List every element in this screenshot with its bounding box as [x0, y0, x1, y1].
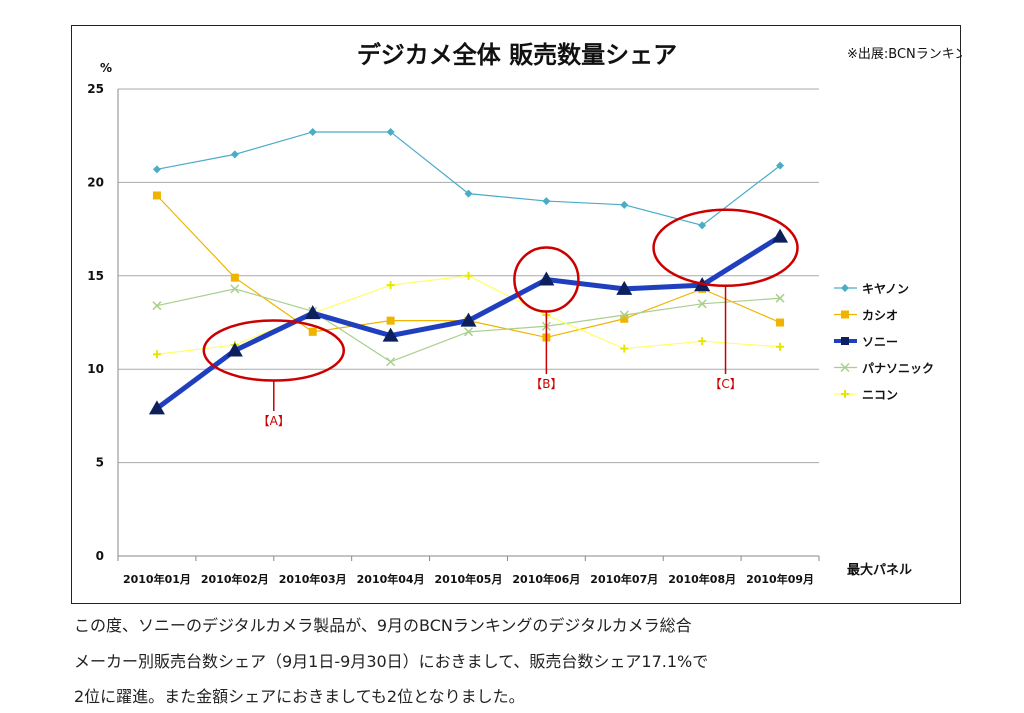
caption-line-2: メーカー別販売台数シェア（9月1日-9月30日）におきまして、販売台数シェア17…	[74, 652, 709, 671]
x-tick-label: 2010年06月	[512, 572, 580, 586]
data-point-4	[620, 344, 629, 353]
data-point-0	[698, 221, 707, 230]
x-tick-label: 2010年04月	[357, 572, 425, 586]
y-tick-label: 10	[87, 362, 104, 376]
data-point-0	[464, 189, 473, 198]
data-point-0	[776, 161, 785, 170]
caption-line-1: この度、ソニーのデジタルカメラ製品が、9月のBCNランキングのデジタルカメラ総合	[74, 616, 692, 635]
data-point-2	[460, 312, 477, 327]
y-tick-label: 5	[96, 456, 104, 470]
data-point-2	[616, 280, 633, 295]
legend-label: キヤノン	[862, 282, 909, 296]
data-point-3	[152, 301, 162, 311]
legend-label: カシオ	[862, 309, 898, 323]
series-line-0	[156, 131, 781, 227]
data-point-0	[230, 150, 239, 159]
legend-label: ニコン	[862, 388, 898, 402]
data-point-1	[230, 273, 239, 282]
annotation-label: 【B】	[530, 377, 562, 391]
legend-marker	[841, 310, 849, 319]
data-point-2	[382, 327, 399, 342]
legend-marker	[841, 390, 849, 398]
data-point-2	[304, 305, 321, 320]
legend-marker	[841, 284, 849, 292]
y-tick-label: 15	[87, 269, 104, 283]
data-point-3	[619, 310, 629, 320]
data-point-1	[308, 327, 317, 336]
x-tick-label: 2010年09月	[746, 572, 814, 586]
annotation-label: 【C】	[709, 377, 741, 391]
annotation-circle	[652, 208, 799, 288]
data-point-2	[148, 400, 165, 415]
x-tick-label: 2010年03月	[279, 572, 347, 586]
annotation-label: 【A】	[258, 414, 290, 428]
chart-source: ※出展:BCNランキング	[847, 47, 962, 62]
x-tick-label: 2010年08月	[668, 572, 736, 586]
y-tick-label: 0	[96, 549, 104, 563]
data-point-1	[620, 314, 629, 323]
data-point-4	[386, 281, 395, 290]
line-chart: デジカメ全体 販売数量シェア ※出展:BCNランキング% 0 5 10 15 20 25 201…	[87, 41, 962, 586]
data-point-1	[386, 316, 395, 325]
x-tick-label: 2010年02月	[201, 572, 269, 586]
data-point-0	[542, 197, 551, 206]
x-tick-label: 2010年01月	[123, 572, 191, 586]
data-point-3	[230, 284, 240, 294]
data-point-3	[697, 299, 707, 309]
data-point-4	[776, 342, 785, 351]
data-point-2	[226, 342, 243, 357]
data-point-1	[776, 318, 785, 327]
y-axis-unit: %	[100, 61, 112, 75]
data-point-0	[308, 127, 317, 136]
data-point-4	[698, 337, 707, 346]
x-tick-label: 2010年05月	[435, 572, 503, 586]
data-point-3	[775, 293, 785, 303]
x-tick-label: 2010年07月	[590, 572, 658, 586]
x-axis-label: 最大パネル	[847, 562, 912, 578]
chart-title: デジカメ全体 販売数量シェア	[357, 41, 677, 69]
legend-label: ソニー	[862, 335, 898, 349]
data-point-0	[620, 200, 629, 209]
legend-label: パナソニック	[862, 362, 934, 376]
chart-frame: デジカメ全体 販売数量シェア ※出展:BCNランキング% 0 5 10 15 20 25 201…	[71, 25, 962, 604]
data-point-0	[152, 165, 161, 174]
data-point-4	[152, 350, 161, 359]
data-point-4	[464, 271, 473, 280]
data-point-2	[538, 271, 555, 286]
data-point-3	[463, 327, 474, 337]
y-tick-label: 20	[87, 175, 104, 189]
legend-marker	[840, 362, 850, 373]
y-tick-label: 25	[87, 82, 104, 96]
caption-line-3: 2位に躍進。また金額シェアにおきましても2位となりました。	[74, 687, 525, 706]
data-point-1	[152, 191, 161, 200]
data-point-2	[772, 228, 789, 243]
data-point-3	[386, 357, 396, 367]
legend-marker	[841, 337, 849, 345]
